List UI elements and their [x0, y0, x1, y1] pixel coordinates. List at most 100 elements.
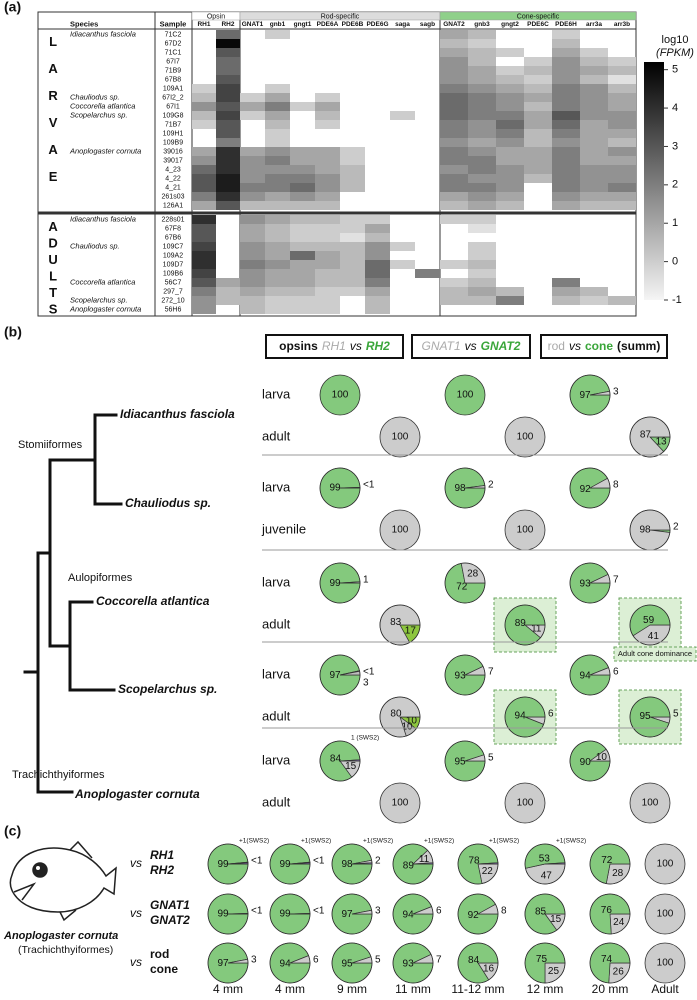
pie-label: 47	[541, 871, 553, 882]
heatmap-cell	[290, 269, 315, 278]
stage-label: larva	[262, 479, 291, 494]
heatmap-cell	[415, 269, 440, 278]
heatmap-cell	[192, 156, 216, 165]
heatmap-cell	[468, 260, 496, 269]
pie-outline	[569, 654, 611, 696]
heatmap-cell	[552, 165, 580, 174]
column-label: RH2	[221, 21, 234, 28]
heatmap-cell	[340, 174, 365, 183]
panel-label: (b)	[4, 324, 22, 340]
heatmap-cell	[440, 278, 468, 287]
row-top: RH1	[150, 848, 174, 862]
stage-label: juvenile	[261, 521, 306, 536]
group-label: Rod-specific	[321, 13, 360, 20]
header-part: vs	[465, 339, 477, 353]
species-name: Scopelarchus sp.	[118, 682, 217, 696]
heatmap-cell	[240, 165, 265, 174]
heatmap-cell	[192, 287, 216, 296]
heatmap-cell	[315, 192, 340, 201]
heatmap-cell	[524, 93, 552, 102]
heatmap-cell	[315, 156, 340, 165]
pie-label: 84	[468, 955, 480, 966]
heatmap-cell	[216, 93, 240, 102]
heatmap-cell	[440, 201, 468, 210]
heatmap-cell	[315, 296, 340, 305]
heatmap-cell	[240, 251, 265, 260]
pie-label: 99	[329, 483, 341, 494]
heatmap-cell	[192, 174, 216, 183]
heatmap-cell	[390, 111, 415, 120]
heatmap-cell	[440, 215, 468, 224]
sample-id: 126A1	[163, 202, 183, 209]
heatmap-cell	[468, 156, 496, 165]
heatmap-cell	[580, 296, 608, 305]
heatmap-cell	[240, 287, 265, 296]
row-vs: vs	[130, 856, 142, 870]
sample-id: 109A2	[163, 252, 183, 259]
pie-label: 94	[403, 910, 415, 921]
heatmap-cell	[468, 75, 496, 84]
pie-label: 22	[482, 866, 494, 877]
heatmap-cell	[608, 84, 636, 93]
pie-label: 95	[341, 958, 353, 969]
pie-label: 24	[613, 917, 625, 928]
stage-label: larva	[262, 666, 291, 681]
heatmap-cell	[192, 84, 216, 93]
heatmap-cell	[265, 84, 290, 93]
heatmap-cell	[524, 57, 552, 66]
heatmap-cell	[216, 156, 240, 165]
heatmap-cell	[580, 75, 608, 84]
heatmap-cell	[496, 129, 524, 138]
pie-label: 26	[613, 966, 625, 977]
heatmap-cell	[315, 269, 340, 278]
heatmap-cell	[468, 129, 496, 138]
fish-drawing	[9, 840, 117, 922]
heatmap-cell	[608, 192, 636, 201]
heatmap-cell	[216, 57, 240, 66]
colorbar-tick-label: -1	[672, 294, 682, 306]
pie-label: 11	[531, 624, 542, 635]
pie-label: 6	[313, 955, 319, 966]
sample-id: 4_21	[165, 184, 181, 191]
heatmap-cell	[496, 165, 524, 174]
pie-label: 16	[483, 963, 495, 974]
pie-outline	[589, 942, 631, 984]
heatmap-cell	[580, 48, 608, 57]
heatmap-cell	[315, 102, 340, 111]
pie-outline	[444, 562, 486, 604]
column-label: RH1	[197, 21, 210, 28]
heatmap-cell	[390, 260, 415, 269]
heatmap-cell	[524, 156, 552, 165]
pie-label: 10	[406, 715, 418, 726]
column-label: PDE6G	[366, 21, 388, 28]
column-label: gngt2	[501, 21, 519, 28]
pie-label: 89	[403, 860, 415, 871]
heatmap-cell	[315, 174, 340, 183]
heatmap-cell	[468, 215, 496, 224]
heatmap-cell	[552, 39, 580, 48]
heatmap-cell	[468, 138, 496, 147]
pie-outline	[444, 740, 486, 782]
heatmap-cell	[580, 156, 608, 165]
heatmap-cell	[265, 260, 290, 269]
sample-id: 67B6	[165, 234, 181, 241]
heatmap-cell	[468, 269, 496, 278]
pie-outline	[319, 740, 361, 782]
sample-id: 67B8	[165, 76, 181, 83]
heatmap-cell	[580, 84, 608, 93]
heatmap-cell	[192, 296, 216, 305]
heatmap-cell	[608, 156, 636, 165]
species-name: Anoplogaster cornuta	[69, 146, 141, 155]
heatmap-cell	[496, 75, 524, 84]
phylogeny	[23, 413, 123, 794]
pie-outline	[589, 893, 631, 935]
heatmap-cell	[440, 102, 468, 111]
pie-outline	[207, 843, 249, 885]
pie-outline	[319, 654, 361, 696]
heatmap-cell	[240, 147, 265, 156]
sample-id: 297_7	[163, 288, 183, 295]
heatmap-cell	[315, 215, 340, 224]
header-part: GNAT2	[481, 339, 521, 353]
heatmap-cell	[365, 305, 390, 314]
heatmap-cell	[315, 233, 340, 242]
